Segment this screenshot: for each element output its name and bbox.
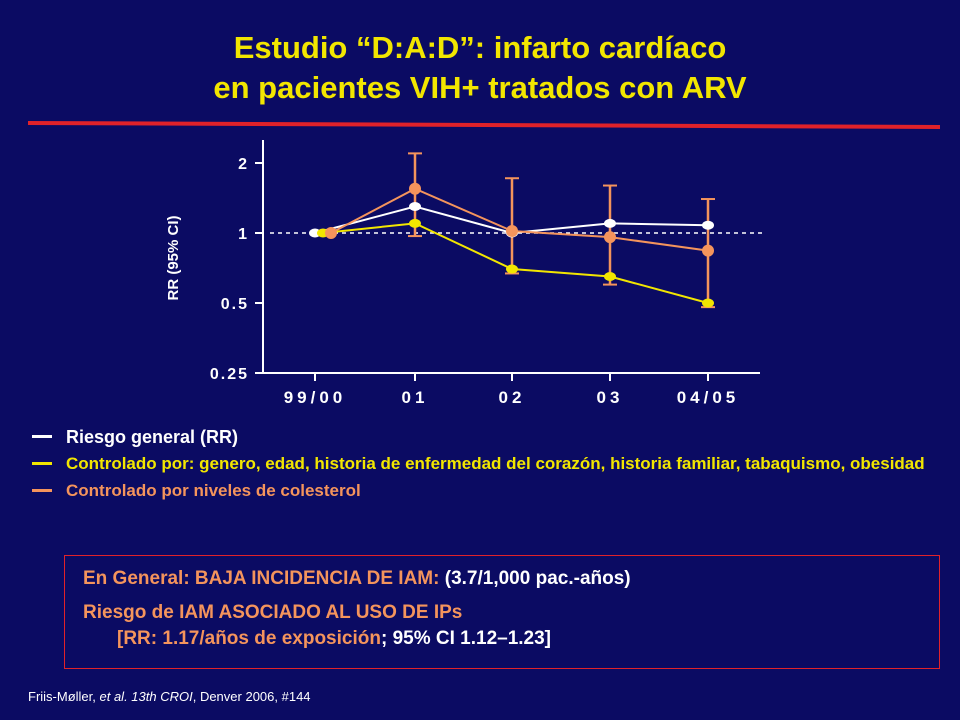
legend-swatch-orange bbox=[32, 489, 52, 492]
summary-line-1: En General: BAJA INCIDENCIA DE IAM: (3.7… bbox=[83, 566, 921, 592]
point-orange bbox=[702, 244, 714, 257]
series-line-orange bbox=[330, 187, 709, 252]
point-white bbox=[409, 202, 421, 212]
summary-incidence-label: En General: BAJA INCIDENCIA DE IAM: bbox=[83, 568, 445, 589]
title-line-2: en pacientes VIH+ tratados con ARV bbox=[213, 70, 747, 105]
legend-swatch-white bbox=[32, 435, 52, 438]
citation-etal: et al. 13th CROI bbox=[99, 689, 193, 704]
point-yellow bbox=[506, 264, 518, 274]
slide-title: Estudio “D:A:D”: infarto cardíaco en pac… bbox=[0, 28, 960, 108]
point-orange bbox=[325, 227, 337, 239]
legend-item-adjusted: Controlado por: genero, edad, historia d… bbox=[32, 453, 932, 475]
x-tick-label: 04/05 bbox=[677, 388, 740, 407]
summary-line-3: [RR: 1.17/años de exposición; 95% CI 1.1… bbox=[83, 626, 921, 652]
legend-item-cholesterol: Controlado por niveles de colesterol bbox=[32, 480, 932, 502]
point-orange bbox=[409, 182, 421, 195]
legend-swatch-yellow bbox=[32, 462, 52, 465]
rr-chart: 2 1 0.5 0.25 RR (95% CI) 99/00 01 02 03 04/05 bbox=[165, 140, 765, 407]
summary-incidence-value: (3.7/1,000 pac.-años) bbox=[444, 568, 631, 589]
citation: Friis-Møller, et al. 13th CROI, Denver 2… bbox=[28, 689, 311, 704]
x-tick-label: 02 bbox=[499, 388, 526, 407]
point-yellow bbox=[604, 272, 616, 282]
point-yellow bbox=[702, 298, 714, 308]
title-line-1: Estudio “D:A:D”: infarto cardíaco bbox=[233, 30, 727, 65]
y-tick-label: 0.25 bbox=[210, 366, 249, 383]
citation-authors: Friis-Møller, bbox=[28, 689, 100, 704]
summary-ci-value: ; 95% CI 1.12–1.23] bbox=[380, 628, 552, 649]
summary-line-2: Riesgo de IAM ASOCIADO AL USO DE IPs bbox=[83, 600, 921, 626]
point-white bbox=[702, 220, 714, 230]
summary-box: En General: BAJA INCIDENCIA DE IAM: (3.7… bbox=[64, 555, 940, 669]
point-orange bbox=[506, 225, 518, 238]
y-axis-title: RR (95% CI) bbox=[165, 215, 182, 300]
x-tick-label: 03 bbox=[597, 388, 624, 407]
point-yellow bbox=[409, 218, 421, 228]
x-tick-label: 99/00 bbox=[284, 388, 347, 407]
point-white bbox=[604, 218, 616, 228]
x-tick-label: 01 bbox=[402, 388, 429, 407]
summary-risk-label: Riesgo de IAM ASOCIADO AL USO DE IPs bbox=[83, 602, 463, 623]
y-tick-label: 0.5 bbox=[221, 296, 249, 313]
legend-item-overall: Riesgo general (RR) bbox=[32, 426, 932, 448]
y-tick-label: 1 bbox=[238, 226, 249, 243]
legend-label-cholesterol: Controlado por niveles de colesterol bbox=[66, 481, 361, 500]
legend-label-overall: Riesgo general (RR) bbox=[66, 427, 239, 447]
point-orange bbox=[604, 231, 616, 244]
y-tick-label: 2 bbox=[238, 156, 249, 173]
summary-rr-value: [RR: 1.17/años de exposición bbox=[117, 628, 381, 649]
citation-rest: , Denver 2006, #144 bbox=[192, 689, 311, 704]
legend-label-adjusted: Controlado por: genero, edad, historia d… bbox=[66, 454, 925, 473]
legend: Riesgo general (RR) Controlado por: gene… bbox=[32, 426, 932, 507]
